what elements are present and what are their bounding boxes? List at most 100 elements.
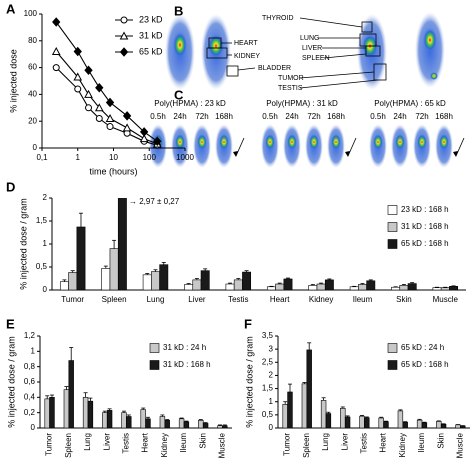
x-tick-label: Kidney bbox=[398, 433, 407, 457]
x-tick-label: 100 bbox=[143, 153, 157, 162]
series-line bbox=[55, 21, 158, 142]
time-label: 72h bbox=[415, 112, 428, 121]
bar bbox=[283, 278, 293, 290]
bar bbox=[63, 389, 70, 428]
y-tick-label: 20 bbox=[28, 116, 37, 125]
arrow-head bbox=[345, 151, 350, 157]
legend-swatch bbox=[149, 343, 160, 353]
legend-swatch bbox=[387, 239, 398, 249]
bar bbox=[59, 281, 69, 290]
bar bbox=[402, 421, 408, 428]
organ-label: HEART bbox=[234, 40, 258, 47]
bar bbox=[140, 409, 146, 428]
time-label: 0.5h bbox=[262, 112, 278, 121]
x-tick-label: Muscle bbox=[218, 432, 227, 458]
x-tick-label: Tumor bbox=[283, 433, 292, 456]
y-tick-label: 100 bbox=[24, 9, 38, 18]
leader-line bbox=[237, 67, 256, 71]
x-tick-label: Heart bbox=[141, 432, 150, 452]
bar bbox=[349, 286, 359, 290]
bar bbox=[202, 423, 209, 428]
bar bbox=[178, 418, 185, 428]
group-title: Poly(HPMA) : 31 kD bbox=[266, 99, 338, 108]
organ-label: THYROID bbox=[262, 15, 294, 22]
x-tick-label: Skin bbox=[396, 295, 412, 304]
bar bbox=[397, 410, 404, 428]
y-tick-label: 0 bbox=[43, 285, 48, 294]
x-tick-label: 1 bbox=[76, 153, 81, 162]
bar bbox=[325, 413, 332, 428]
legend-label: 65 kD : 168 h bbox=[401, 360, 449, 369]
data-point bbox=[51, 46, 61, 56]
x-tick-label: Tumor bbox=[45, 433, 54, 456]
scan-hotspot bbox=[208, 34, 224, 58]
bar bbox=[275, 283, 285, 290]
data-point bbox=[153, 136, 162, 147]
bar bbox=[183, 421, 190, 428]
y-tick-label: 1,5 bbox=[262, 384, 274, 393]
y-tick-label: 3,5 bbox=[262, 331, 274, 340]
scan-hotspot bbox=[430, 72, 438, 80]
bar bbox=[87, 400, 94, 428]
y-tick-label: 2 bbox=[43, 193, 48, 202]
y-tick-label: 2,5 bbox=[262, 357, 274, 366]
time-label: 72h bbox=[195, 112, 208, 121]
legend-label: 65 kD : 24 h bbox=[401, 343, 444, 352]
roi-box bbox=[206, 47, 228, 59]
bar bbox=[282, 404, 288, 428]
bar bbox=[159, 264, 169, 290]
organ-label: LIVER bbox=[302, 45, 322, 52]
bar bbox=[68, 272, 78, 290]
bar bbox=[184, 284, 194, 290]
panel-label: B bbox=[174, 3, 183, 18]
panel-b: B THYROID HEART LUNG LIVER KIDNEY SPLEEN BLADD… bbox=[165, 3, 445, 92]
scan-hotspot bbox=[173, 32, 187, 58]
bar bbox=[233, 279, 243, 290]
bar bbox=[225, 283, 235, 290]
legend-label: 31 kD : 24 h bbox=[163, 343, 206, 352]
x-tick-label: Heart bbox=[270, 295, 290, 304]
legend-swatch bbox=[149, 360, 160, 370]
bar bbox=[301, 383, 308, 428]
legend-label: 31 kD bbox=[139, 30, 163, 40]
y-tick-label: 0,4 bbox=[24, 392, 36, 401]
y-tick-label: 60 bbox=[28, 63, 37, 72]
x-tick-label: Ileum bbox=[179, 433, 188, 453]
bar bbox=[242, 271, 252, 290]
y-axis-label: % injected dose / gram bbox=[244, 336, 254, 428]
data-point bbox=[106, 123, 114, 131]
leader-line bbox=[299, 79, 379, 89]
x-tick-label: Testis bbox=[360, 433, 369, 453]
panel-c: C Poly(HPMA) : 23 kD 0.5h 24h 72h 168h Poly(H… bbox=[149, 87, 465, 168]
y-tick-label: 2 bbox=[269, 371, 274, 380]
bar bbox=[320, 400, 327, 428]
data-point bbox=[122, 123, 132, 132]
bar bbox=[126, 416, 132, 428]
data-point bbox=[52, 64, 60, 72]
bar bbox=[359, 415, 365, 428]
x-tick-label: Ileum bbox=[417, 433, 426, 453]
group-title: Poly(HPMA) : 23 kD bbox=[154, 99, 226, 108]
bar bbox=[266, 286, 276, 290]
y-axis-label: % injected dose / gram bbox=[6, 336, 16, 428]
bar bbox=[109, 248, 119, 290]
x-tick-label: 1000 bbox=[176, 153, 194, 162]
bar bbox=[44, 398, 50, 428]
bar bbox=[142, 274, 152, 290]
bar bbox=[82, 397, 89, 428]
roi-box bbox=[365, 45, 381, 57]
bar bbox=[421, 422, 428, 428]
y-tick-label: 3 bbox=[269, 344, 274, 353]
arrow-head bbox=[453, 151, 458, 157]
data-point bbox=[73, 46, 82, 57]
bar bbox=[340, 407, 346, 428]
time-label: 0.5h bbox=[150, 112, 166, 121]
bar bbox=[449, 286, 459, 290]
bar bbox=[383, 421, 389, 428]
panel-label: E bbox=[6, 316, 15, 331]
x-tick-label: Lung bbox=[83, 433, 92, 451]
bar bbox=[440, 287, 450, 290]
scan-hotspot bbox=[219, 134, 229, 150]
scan-hotspot bbox=[331, 134, 341, 150]
time-label: 24h bbox=[173, 112, 186, 121]
